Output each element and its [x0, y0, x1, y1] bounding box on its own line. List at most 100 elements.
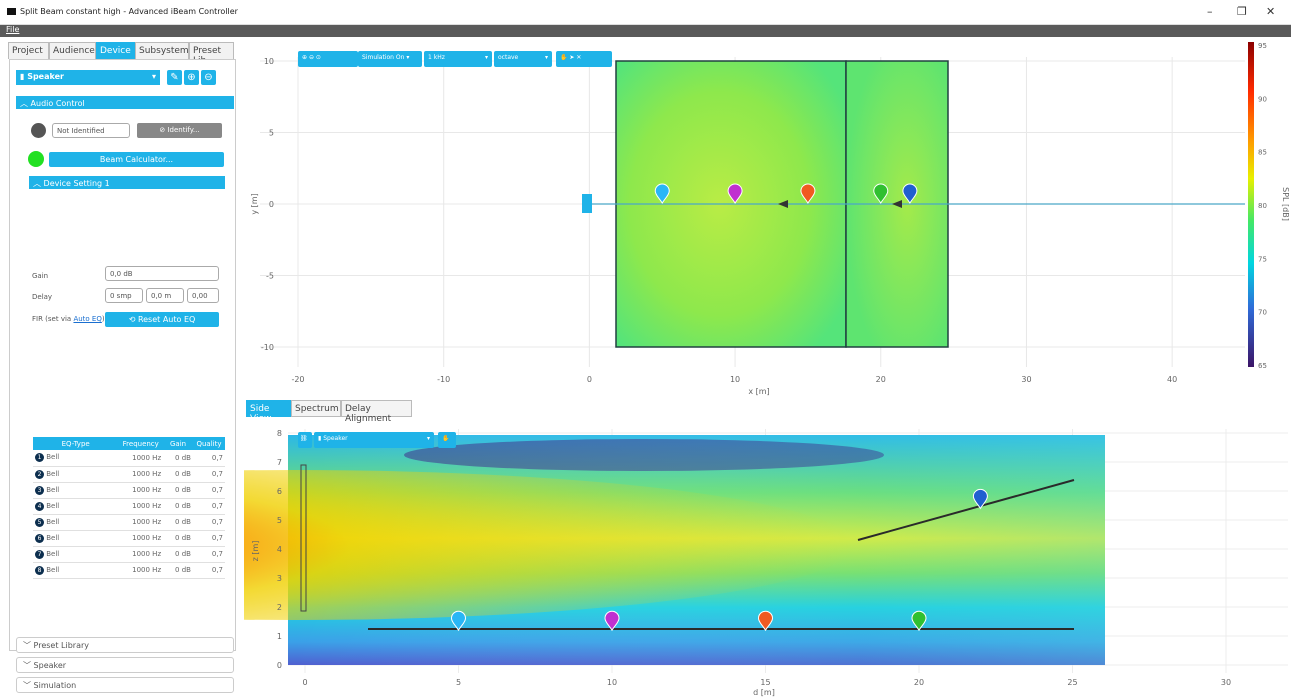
balcony-audience-line — [857, 479, 1075, 541]
audio-control-header[interactable]: ︿ Audio Control — [16, 96, 234, 109]
eq-header-gain: Gain — [163, 437, 193, 450]
eq-gain: 0 dB — [163, 546, 193, 563]
eq-table-row[interactable]: 1 Bell 1000 Hz 0 dB 0,7 — [33, 450, 225, 467]
edit-icon[interactable]: ✎ — [167, 70, 182, 85]
restore-button[interactable]: ❐ — [1237, 5, 1247, 18]
band-number-icon: 2 — [35, 469, 44, 479]
eq-quality: 0,7 — [192, 546, 225, 563]
eq-gain: 0 dB — [163, 514, 193, 531]
top-xlabel: x [m] — [748, 387, 769, 396]
simulation-section[interactable]: ﹀ Simulation — [16, 677, 234, 693]
beam-calculator-button[interactable]: Beam Calculator... — [49, 152, 224, 167]
eq-table-row[interactable]: 4 Bell 1000 Hz 0 dB 0,7 — [33, 498, 225, 515]
frequency-dropdown[interactable]: 1 kHz ▾ — [424, 51, 492, 67]
side-y-tick: 0 — [277, 661, 282, 670]
eq-gain: 0 dB — [163, 450, 193, 467]
receiver-marker-icon[interactable] — [873, 183, 889, 204]
eq-table-row[interactable]: 3 Bell 1000 Hz 0 dB 0,7 — [33, 482, 225, 499]
colorbar-tick: 95 — [1258, 42, 1267, 50]
eq-table-row[interactable]: 2 Bell 1000 Hz 0 dB 0,7 — [33, 466, 225, 483]
eq-table-row[interactable]: 8 Bell 1000 Hz 0 dB 0,7 — [33, 562, 225, 579]
receiver-marker-icon[interactable] — [450, 610, 467, 632]
eq-frequency: 1000 Hz — [118, 498, 164, 515]
line-array-icon[interactable] — [300, 464, 307, 612]
side-speaker-selector[interactable]: ▮ Speaker ▾ — [314, 432, 434, 448]
tab-preset-lib[interactable]: Preset Lib — [189, 42, 234, 66]
close-button[interactable]: ✕ — [1266, 5, 1276, 18]
direction-arrow-icon — [892, 200, 902, 208]
identify-button[interactable]: ⊘ Identify... — [137, 123, 222, 138]
receiver-marker-icon[interactable] — [972, 488, 988, 510]
eq-type: Bell — [46, 485, 60, 494]
tab-delay-alignment[interactable]: Delay Alignment — [341, 400, 412, 424]
eq-header-quality: Quality — [192, 437, 225, 450]
pin-icon[interactable]: ✕ — [576, 54, 582, 61]
delay-meters-input[interactable]: 0,0 m — [146, 288, 184, 303]
dropdown-arrow-icon: ▾ — [151, 72, 156, 81]
device-selector[interactable]: ▮ Speaker ▾ — [16, 70, 160, 85]
eq-quality: 0,7 — [192, 450, 225, 467]
chevron-down-icon: ﹀ — [23, 681, 34, 690]
delay-ms-input[interactable]: 0,00 — [187, 288, 219, 303]
side-ylabel: z [m] — [251, 541, 260, 562]
eq-quality: 0,7 — [192, 514, 225, 531]
chevron-up-icon: ︿ — [20, 99, 31, 108]
band-number-icon: 1 — [35, 453, 44, 463]
reset-auto-eq-button[interactable]: ⟲ Reset Auto EQ — [105, 312, 219, 327]
speaker-section[interactable]: ﹀ Speaker — [16, 657, 234, 673]
simulation-dropdown[interactable]: Simulation On ▾ — [358, 51, 422, 67]
eq-type: Bell — [46, 517, 60, 526]
device-setting-header[interactable]: ︿ Device Setting 1 — [29, 176, 225, 189]
zoom-in-icon[interactable]: ⊕ — [302, 54, 308, 61]
receiver-marker-icon[interactable] — [757, 610, 774, 632]
top-y-tick: -10 — [261, 343, 274, 352]
tab-side-view[interactable]: Side View — [246, 400, 291, 424]
side-x-tick: 20 — [914, 678, 924, 687]
side-hand-icon[interactable]: ✋ — [438, 432, 456, 448]
speaker-top-icon[interactable] — [582, 194, 592, 213]
eq-gain: 0 dB — [163, 482, 193, 499]
receiver-marker-icon[interactable] — [902, 183, 918, 204]
remove-icon[interactable]: ⊖ — [201, 70, 216, 85]
receiver-marker-icon[interactable] — [911, 610, 927, 632]
add-icon[interactable]: ⊕ — [184, 70, 199, 85]
tab-subsystem[interactable]: Subsystem — [135, 42, 189, 59]
minimize-button[interactable]: – — [1207, 5, 1213, 18]
receiver-marker-icon[interactable] — [800, 183, 816, 204]
side-x-tick: 0 — [302, 678, 307, 687]
eq-table-row[interactable]: 7 Bell 1000 Hz 0 dB 0,7 — [33, 546, 225, 563]
resolution-dropdown[interactable]: octave ▾ — [494, 51, 552, 67]
top-y-tick: 0 — [269, 200, 274, 209]
band-number-icon: 3 — [35, 485, 44, 495]
delay-samples-input[interactable]: 0 smp — [105, 288, 143, 303]
eq-gain: 0 dB — [163, 498, 193, 515]
pointer-tools[interactable]: ✋ ➤ ✕ — [556, 51, 612, 67]
tab-project[interactable]: Project — [8, 42, 49, 59]
top-x-tick: -20 — [291, 375, 304, 384]
zoom-out-icon[interactable]: ⊖ — [308, 54, 314, 61]
hand-icon[interactable]: ✋ — [560, 54, 568, 61]
receiver-marker-icon[interactable] — [727, 183, 743, 204]
preset-library-section[interactable]: ﹀ Preset Library — [16, 637, 234, 653]
eq-table-row[interactable]: 5 Bell 1000 Hz 0 dB 0,7 — [33, 514, 225, 531]
zoom-fit-icon[interactable]: ⊙ — [315, 54, 321, 61]
tab-audience[interactable]: Audience — [49, 42, 96, 59]
tab-spectrum[interactable]: Spectrum — [291, 400, 341, 417]
auto-eq-link[interactable]: Auto EQ — [73, 315, 102, 323]
menu-file[interactable]: File — [6, 25, 20, 34]
delay-label: Delay — [32, 293, 53, 301]
cursor-icon[interactable]: ➤ — [569, 54, 575, 61]
colorbar-tick: 85 — [1258, 149, 1267, 157]
eq-type: Bell — [46, 501, 60, 510]
receiver-marker-icon[interactable] — [604, 610, 620, 632]
receiver-marker-icon[interactable] — [654, 183, 670, 204]
link-icon[interactable]: ⛓ — [298, 432, 312, 448]
eq-type: Bell — [46, 533, 60, 542]
zoom-controls[interactable]: ⊕ ⊖ ⊙ — [298, 51, 358, 67]
eq-table-row[interactable]: 6 Bell 1000 Hz 0 dB 0,7 — [33, 530, 225, 547]
tab-device[interactable]: Device — [96, 42, 135, 59]
gain-input[interactable]: 0,0 dB — [105, 266, 219, 281]
gain-label: Gain — [32, 272, 49, 280]
